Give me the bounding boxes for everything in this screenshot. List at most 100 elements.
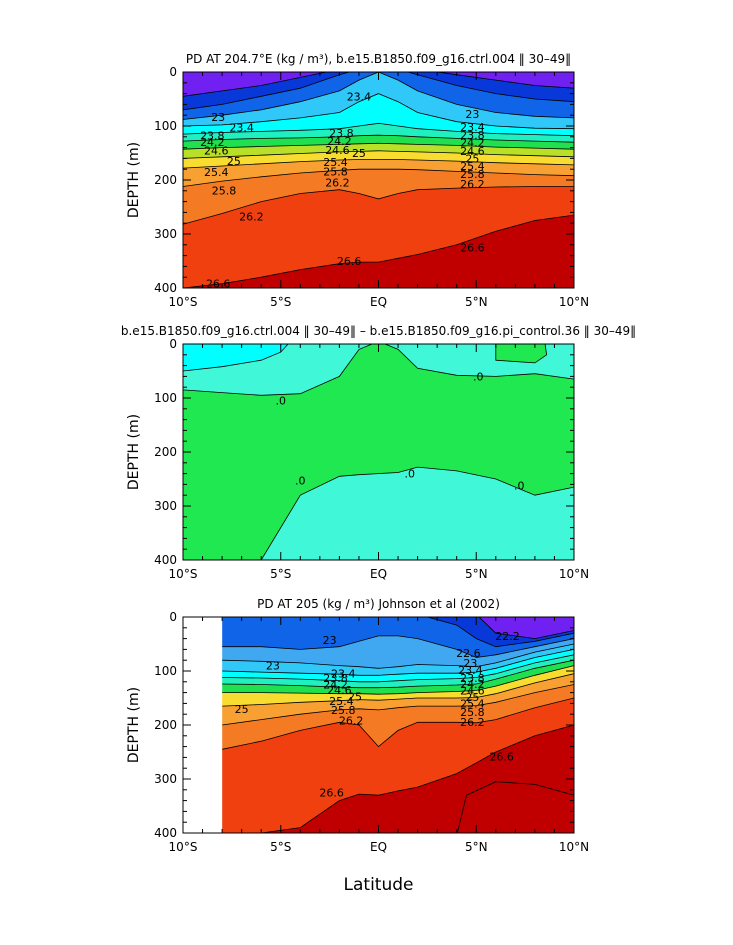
contour-label: 23.8 — [329, 127, 354, 140]
y-axis-label: DEPTH (m) — [126, 142, 142, 218]
contour-line — [183, 142, 574, 150]
contour-band — [222, 665, 574, 707]
contour-line — [183, 186, 574, 225]
x-tick-label: EQ — [370, 295, 387, 309]
contour-band — [222, 698, 574, 833]
x-tick-label: 10°S — [169, 567, 198, 581]
contour-label: .0 — [276, 395, 287, 408]
contour-label: 25.4 — [460, 697, 485, 710]
contour-band — [183, 159, 574, 187]
x-tick-label: 10°N — [559, 567, 589, 581]
contour-label: 23.8 — [460, 129, 485, 142]
contour-band — [222, 644, 574, 676]
contour-band — [222, 617, 574, 658]
contour-label: 25.4 — [204, 166, 229, 179]
contour-band — [183, 93, 574, 136]
contour-line — [183, 466, 574, 560]
contour-band — [183, 72, 574, 129]
x-tick-label: 10°N — [559, 295, 589, 309]
x-tick-label: 10°N — [559, 840, 589, 854]
contour-label: 22.6 — [456, 647, 481, 660]
contour-label: 25 — [352, 147, 366, 160]
contour-label: 23.8 — [200, 130, 225, 143]
panel-2-contour-labels: .0 .0 .0 .0 .0 — [276, 370, 525, 492]
y-tick-label: 400 — [154, 553, 177, 567]
contour-label: 23 — [211, 111, 225, 124]
contour-line — [222, 724, 574, 833]
contour-label: 24.6 — [460, 145, 485, 158]
contour-line — [222, 649, 574, 676]
x-tick-label: EQ — [370, 840, 387, 854]
contour-band — [183, 344, 574, 396]
contour-label: 22.2 — [495, 630, 520, 643]
contour-label: 26.6 — [319, 787, 344, 800]
x-tick-label: 5°N — [465, 840, 488, 854]
contour-line — [222, 643, 574, 669]
x-tick-label: 10°S — [169, 840, 198, 854]
contour-label: 26.6 — [337, 255, 362, 268]
contour-line — [222, 684, 574, 726]
contour-label: 25 — [465, 152, 479, 165]
y-tick-label: 300 — [154, 227, 177, 241]
contour-label: 25.8 — [460, 706, 485, 719]
contour-label: 25.4 — [460, 160, 485, 173]
contour-line — [222, 673, 574, 707]
x-tick-label: 10°S — [169, 295, 198, 309]
contour-label: 24.6 — [204, 144, 229, 157]
contour-band — [183, 467, 574, 560]
panel-1-fill — [183, 72, 574, 288]
contour-band — [456, 781, 574, 833]
contour-label: 23.4 — [460, 121, 485, 134]
contour-band — [222, 654, 574, 688]
contour-label: 23 — [463, 657, 477, 670]
panel-3-axes: 10°S 5°S EQ 5°N 10°N 0 100 200 300 400 — [154, 610, 589, 854]
contour-label: 24.2 — [323, 679, 348, 692]
contour-line — [478, 617, 574, 640]
contour-line — [183, 93, 574, 130]
contour-line — [183, 134, 574, 143]
y-tick-label: 100 — [154, 664, 177, 678]
panel-title: PD AT 204.7°E (kg / m³), b.e15.B1850.f09… — [186, 52, 571, 66]
contour-label: 26.2 — [339, 715, 364, 728]
x-tick-label: 5°S — [270, 567, 291, 581]
y-tick-label: 400 — [154, 826, 177, 840]
contour-label: .0 — [514, 479, 525, 492]
y-tick-label: 400 — [154, 281, 177, 295]
contour-line — [222, 665, 574, 695]
contour-label: 26.6 — [460, 242, 485, 255]
contour-label: 23.4 — [347, 90, 372, 103]
contour-label: 25.8 — [212, 184, 237, 197]
contour-band — [183, 186, 574, 288]
y-tick-label: 300 — [154, 499, 177, 513]
contour-label: 23.8 — [323, 672, 348, 685]
x-tick-label: 5°S — [270, 295, 291, 309]
contour-label: 23.4 — [229, 122, 254, 135]
contour-line — [183, 168, 574, 187]
contour-line — [183, 72, 574, 111]
contour-label: 26.2 — [460, 716, 485, 729]
contour-band — [222, 660, 574, 695]
y-axis-label: DEPTH (m) — [126, 687, 142, 763]
contour-label: 26.2 — [325, 177, 350, 190]
contour-band — [183, 344, 289, 372]
y-tick-label: 200 — [154, 445, 177, 459]
contour-band — [495, 344, 548, 364]
panel-2-axes: 10°S 5°S EQ 5°N 10°N 0 100 200 300 400 — [154, 337, 589, 581]
contour-label: .0 — [473, 370, 484, 383]
contour-label: 26.6 — [206, 278, 231, 291]
contour-label: 26.2 — [460, 178, 485, 191]
contour-label: 25.4 — [323, 156, 348, 169]
contour-line — [183, 122, 574, 137]
x-tick-label: EQ — [370, 567, 387, 581]
contour-line — [425, 617, 574, 648]
x-tick-label: 5°S — [270, 840, 291, 854]
contour-label: 25 — [465, 691, 479, 704]
contour-line — [183, 214, 574, 288]
contour-line — [183, 150, 574, 159]
contour-label: 25 — [227, 155, 241, 168]
contour-label: 25 — [235, 703, 249, 716]
contour-line — [222, 635, 574, 658]
contour-band — [183, 143, 574, 159]
contour-label: 24.6 — [327, 684, 352, 697]
